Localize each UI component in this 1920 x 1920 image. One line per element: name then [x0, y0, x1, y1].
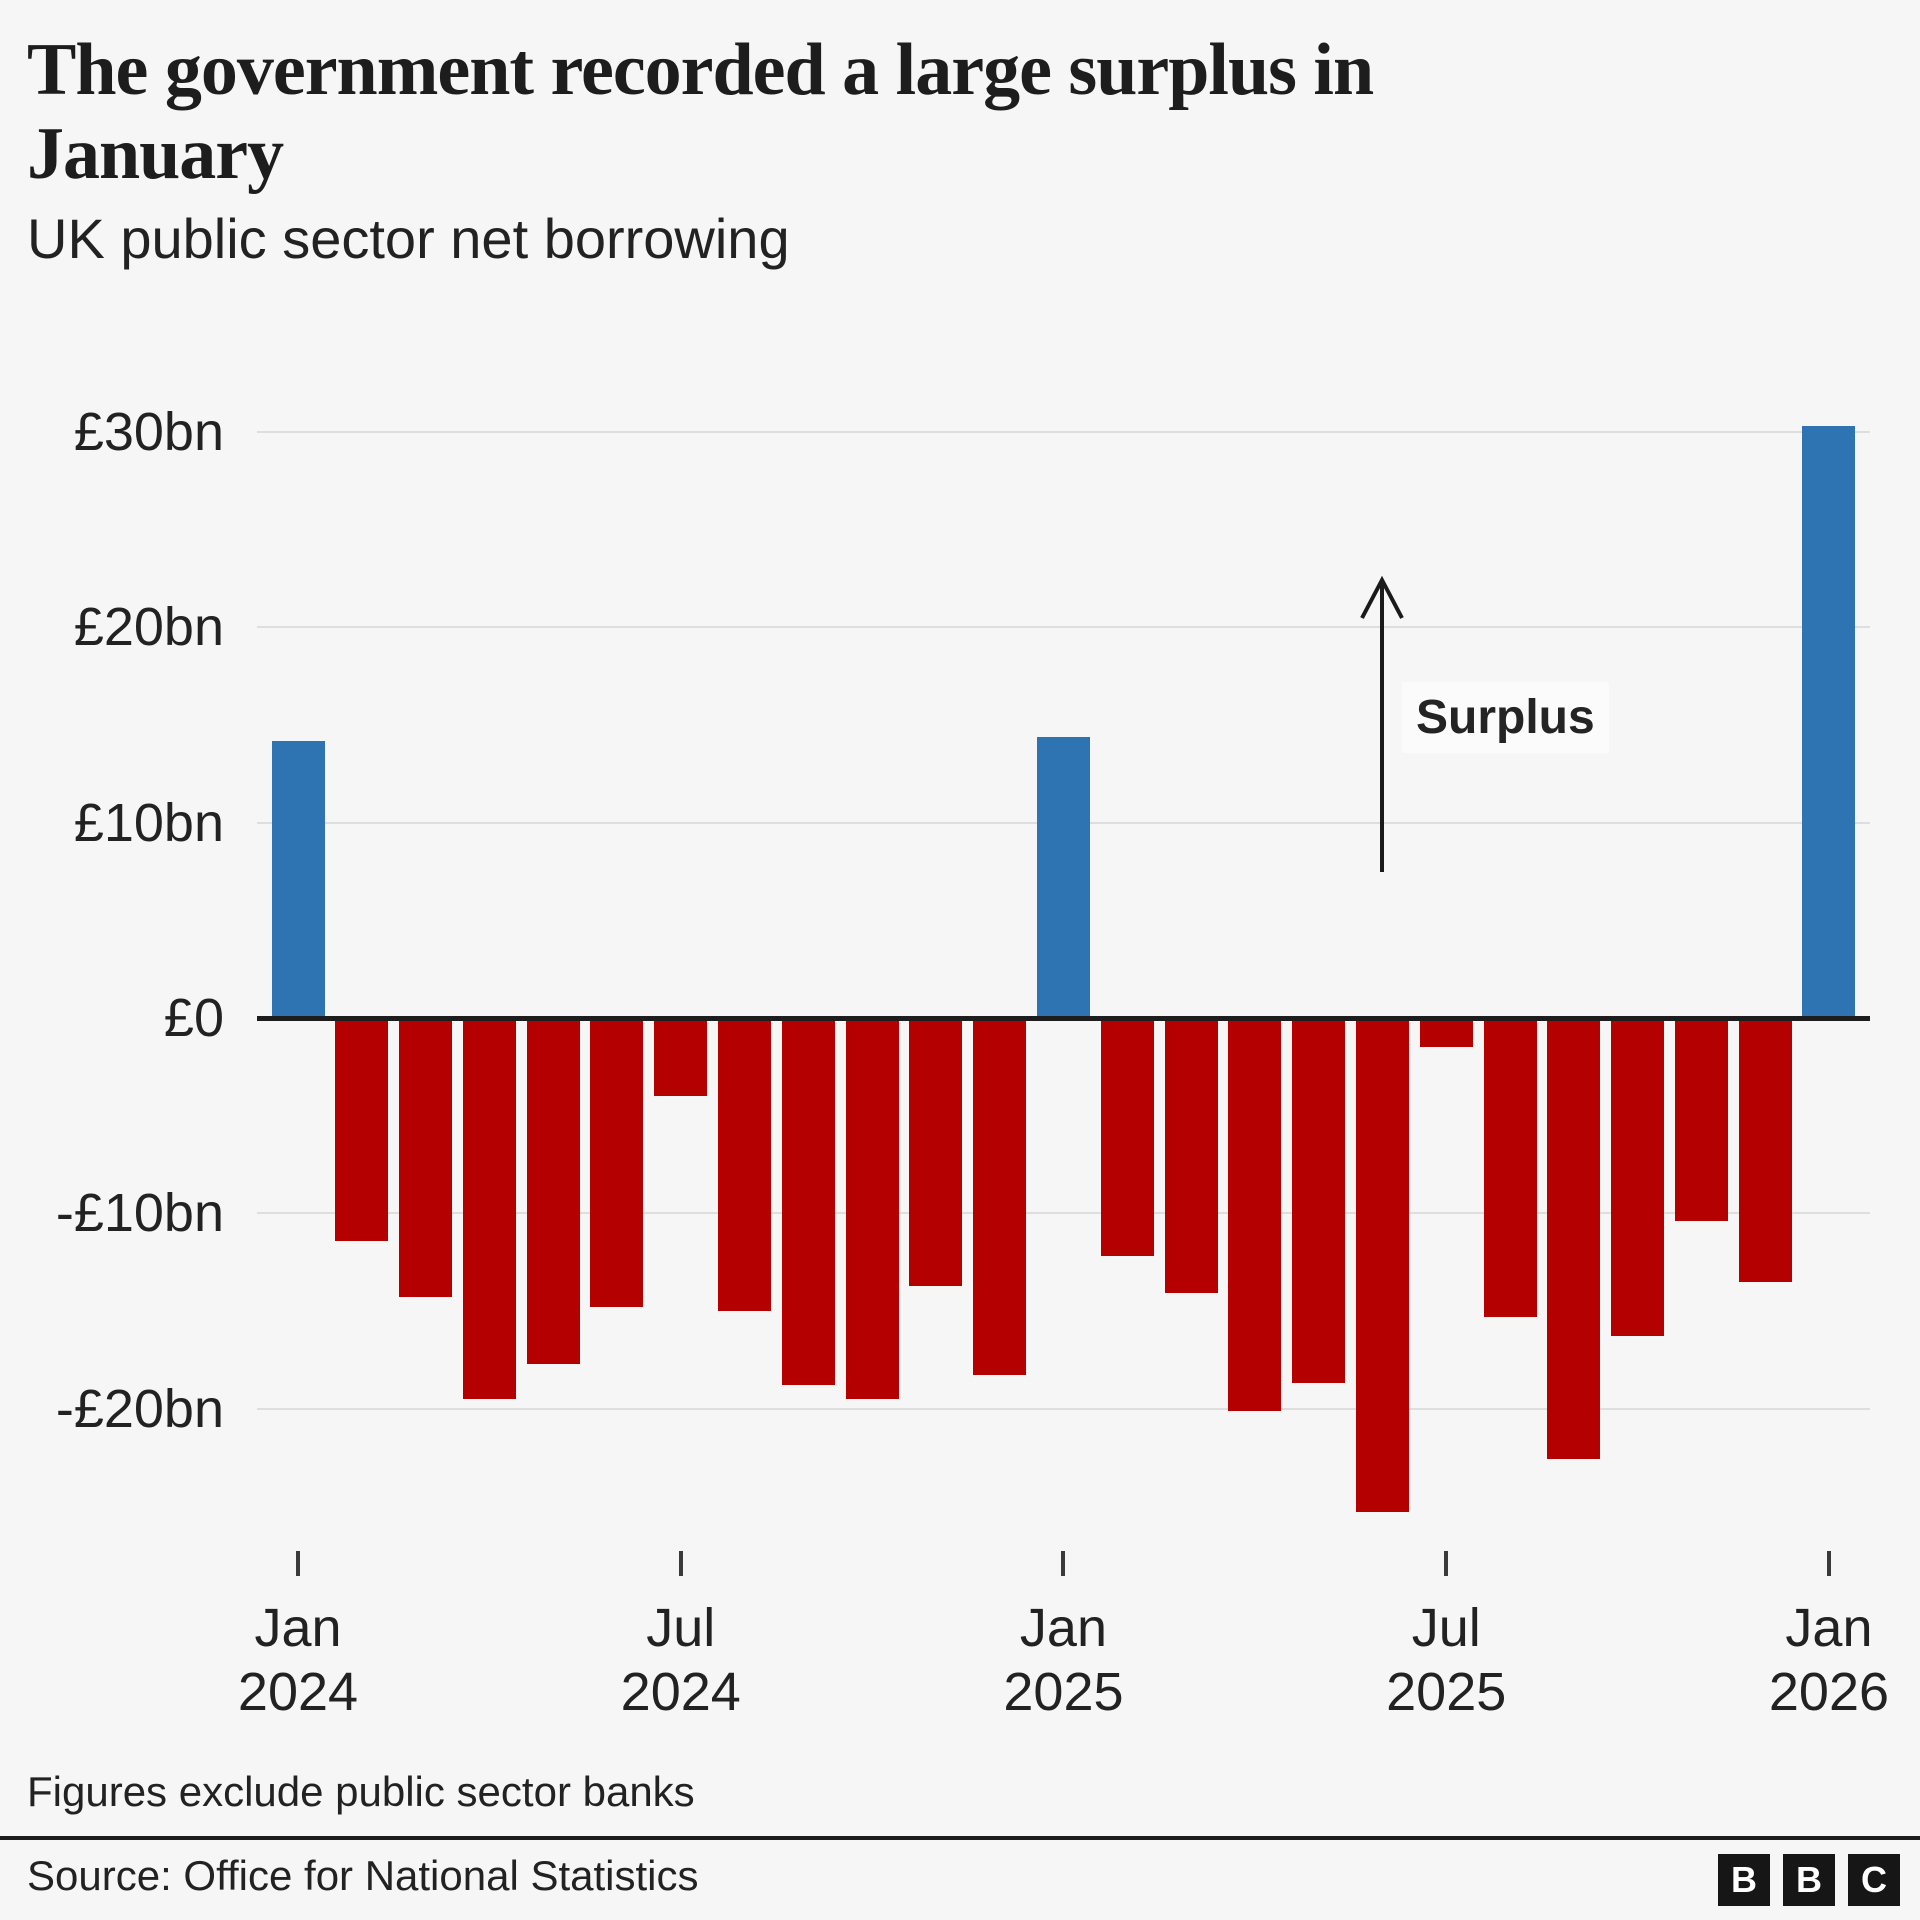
bar-dec-2025 — [1738, 1018, 1792, 1282]
y-axis-label--£20bn: -£20bn — [55, 1378, 224, 1439]
y-axis-label-£10bn: £10bn — [73, 792, 224, 853]
x-axis-zero-line — [257, 1016, 1870, 1021]
bbc-logo-block-b2: B — [1783, 1854, 1835, 1906]
chart-title: The government recorded a large surplus … — [27, 28, 1887, 196]
x-axis-label-jan-2026: Jan 2026 — [1768, 1598, 1890, 1722]
bar-jan-2026 — [1802, 426, 1856, 1018]
bar-jan-2024 — [271, 740, 325, 1018]
bar-aug-2025 — [1483, 1018, 1537, 1317]
gridline--£10bn — [257, 1212, 1870, 1215]
x-axis-label-jan-2024: Jan 2024 — [237, 1598, 359, 1722]
y-axis-label-£0: £0 — [163, 988, 224, 1048]
bar-nov-2025 — [1674, 1018, 1728, 1222]
bar-apr-2024 — [462, 1018, 516, 1399]
chart-title-line2: January — [27, 113, 284, 195]
x-axis-label-jul-2025: Jul 2025 — [1386, 1598, 1507, 1722]
gridline-£20bn — [257, 626, 1870, 629]
x-axis-label-jul-2024: Jul 2024 — [620, 1598, 741, 1722]
gridline--£20bn — [257, 1407, 1870, 1410]
gridline-£30bn — [257, 431, 1870, 434]
bar-may-2024 — [526, 1018, 580, 1364]
y-axis-label-£20bn: £20bn — [73, 597, 224, 658]
bbc-logo-block-b1: B — [1718, 1854, 1770, 1906]
x-axis-label-jan-2025: Jan 2025 — [1003, 1598, 1124, 1722]
source-text: Source: Office for National Statistics — [27, 1852, 699, 1899]
bar-mar-2024 — [399, 1018, 453, 1298]
bar-jun-2025 — [1355, 1018, 1409, 1513]
bar-jun-2024 — [590, 1018, 644, 1308]
x-tick-jan-2026 — [1826, 1551, 1831, 1576]
surplus-annotation: Surplus — [1402, 682, 1609, 753]
bar-jul-2024 — [654, 1018, 708, 1097]
chart-title-line1: The government recorded a large surplus … — [27, 29, 1374, 111]
bbc-logo-block-c: C — [1848, 1854, 1900, 1906]
bar-sep-2024 — [781, 1018, 835, 1386]
chart-footnote: Figures exclude public sector banks — [27, 1768, 695, 1815]
bar-mar-2025 — [1164, 1018, 1218, 1294]
footer-divider — [0, 1836, 1920, 1840]
bar-jul-2025 — [1419, 1018, 1473, 1048]
bar-feb-2025 — [1100, 1018, 1154, 1257]
y-axis-label--£10bn: -£10bn — [55, 1183, 224, 1244]
bar-nov-2024 — [909, 1018, 963, 1286]
chart-subtitle: UK public sector net borrowing — [27, 207, 790, 270]
x-tick-jul-2024 — [678, 1551, 683, 1576]
x-tick-jan-2024 — [296, 1551, 300, 1576]
bar-sep-2025 — [1547, 1018, 1601, 1460]
y-axis-label-£30bn: £30bn — [73, 402, 224, 463]
x-tick-jul-2025 — [1444, 1551, 1449, 1576]
bar-feb-2024 — [335, 1018, 389, 1241]
bbc-logo: B B C — [1718, 1854, 1900, 1908]
bar-oct-2024 — [845, 1018, 899, 1399]
surplus-arrow-icon — [1360, 575, 1404, 872]
bar-jan-2025 — [1036, 736, 1090, 1018]
bar-may-2025 — [1292, 1018, 1346, 1384]
bar-apr-2025 — [1228, 1018, 1282, 1411]
bar-dec-2024 — [973, 1018, 1027, 1376]
bar-oct-2025 — [1611, 1018, 1665, 1337]
x-tick-jan-2025 — [1061, 1551, 1066, 1576]
bar-aug-2024 — [718, 1018, 772, 1311]
